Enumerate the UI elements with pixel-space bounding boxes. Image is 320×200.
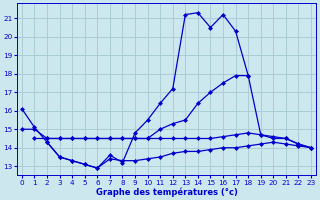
X-axis label: Graphe des températures (°c): Graphe des températures (°c) bbox=[96, 187, 237, 197]
